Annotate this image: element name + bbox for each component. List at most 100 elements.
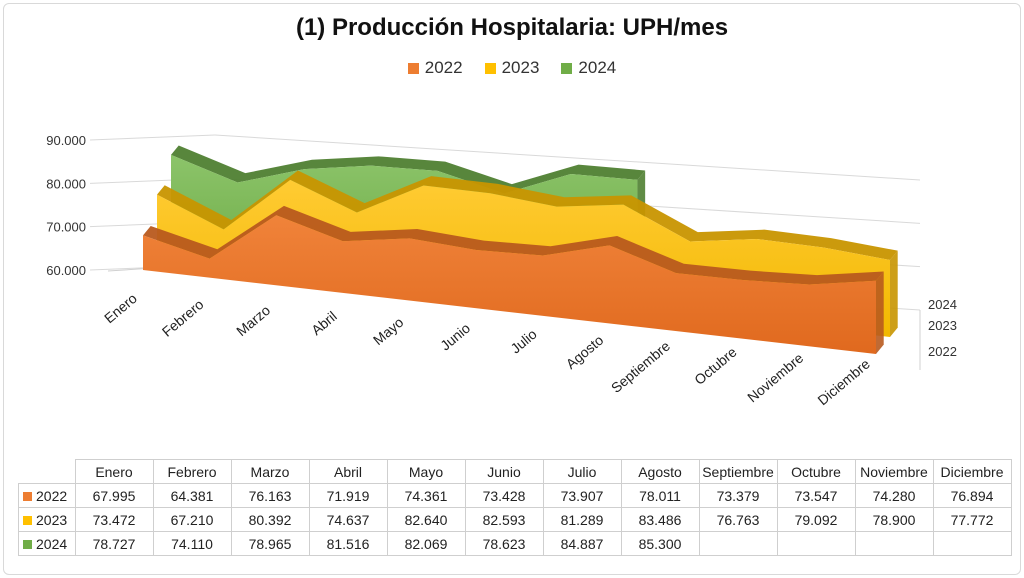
data-table-swatch (23, 515, 32, 525)
legend-item-2024: 2024 (561, 58, 616, 78)
data-table-cell: 82.640 (386, 507, 466, 532)
depth-tick-label: 2023 (928, 318, 957, 333)
y-tick-label: 60.000 (46, 263, 86, 278)
data-table-row: 2024 78.727 74.110 78.965 81.516 82.069 78.623… (18, 531, 1012, 556)
chart-frame (3, 3, 1021, 575)
data-table-cell (932, 531, 1012, 556)
data-table-cell: 78.011 (620, 483, 700, 508)
data-table-column-header: Diciembre (932, 459, 1012, 484)
x-tick-label: Diciembre (814, 355, 873, 408)
data-table-series-name: 2024 (36, 535, 68, 552)
x-tick-label: Junio (437, 320, 473, 354)
data-table-cell: 74.361 (386, 483, 466, 508)
data-table-cell: 67.995 (74, 483, 154, 508)
data-table-cell: 81.516 (308, 531, 388, 556)
y-tick-label: 80.000 (46, 176, 86, 191)
chart-legend: 2022 2023 2024 (0, 58, 1024, 78)
depth-tick-label: 2022 (928, 344, 957, 359)
series-2022-top (143, 205, 884, 285)
y-tick-label: 90.000 (46, 133, 86, 148)
legend-swatch-2022 (407, 62, 419, 74)
x-tick-label: Marzo (233, 302, 273, 339)
legend-item-2022: 2022 (407, 58, 463, 78)
data-table-cell: 76.163 (230, 483, 310, 508)
chart-title: (1) Producción Hospitalaria: UPH/mes (295, 14, 729, 41)
x-tick-label: Septiembre (608, 338, 673, 396)
y-axis-ticks: 60.000 70.000 80.000 90.000 (46, 133, 86, 278)
data-table-cell: 78.727 (74, 531, 154, 556)
gridline-back (214, 134, 921, 181)
data-table-cell: 83.486 (620, 507, 700, 532)
y-tick-label: 70.000 (46, 220, 86, 235)
data-table-cell (698, 531, 778, 556)
legend-item-2023: 2023 (484, 58, 539, 78)
data-table-cell: 76.763 (698, 507, 778, 532)
data-table: Enero Febrero Marzo Abril Mayo Junio Julio Agos… (18, 459, 1012, 556)
depth-tick-label: 2024 (928, 297, 957, 312)
data-table-cell: 79.092 (776, 507, 856, 532)
data-table-row-header: 2023 (18, 507, 76, 532)
data-table-cell: 71.919 (308, 483, 388, 508)
series-2023-endcap (890, 250, 898, 337)
data-table-column-header: Agosto (620, 459, 700, 484)
data-table-cell: 74.110 (152, 531, 232, 556)
data-table-cell: 73.907 (542, 483, 622, 508)
data-table-column-header: Enero (74, 459, 154, 484)
data-table-cell (854, 531, 934, 556)
chart-plot: 60.000 70.000 80.000 90.000 Enero Febrero Mar… (46, 133, 957, 408)
data-table-column-header: Abril (308, 459, 388, 484)
data-table-row-header: 2022 (18, 483, 76, 508)
data-table-corner (18, 459, 76, 484)
x-tick-label: Abril (308, 308, 340, 338)
data-table-column-header: Octubre (776, 459, 856, 484)
data-table-cell: 73.547 (776, 483, 856, 508)
legend-swatch-2024 (561, 62, 573, 74)
series-2023-top (157, 170, 898, 260)
data-table-row: 2022 67.995 64.381 76.163 71.919 74.361 73.428… (18, 483, 1012, 508)
x-tick-label: Febrero (159, 296, 207, 340)
x-tick-label: Noviembre (744, 349, 806, 405)
x-tick-label: Octubre (691, 344, 740, 388)
series-2024-top (171, 145, 646, 194)
data-table-cell: 76.894 (932, 483, 1012, 508)
data-table-swatch (23, 491, 32, 501)
data-table-cell: 74.637 (308, 507, 388, 532)
data-table-cell: 67.210 (152, 507, 232, 532)
data-table-cell: 73.379 (698, 483, 778, 508)
data-table-row: 2023 73.472 67.210 80.392 74.637 82.640 82.593… (18, 507, 1012, 532)
data-table-cell: 77.772 (932, 507, 1012, 532)
data-table-column-header: Mayo (386, 459, 466, 484)
data-table-cell: 82.593 (464, 507, 544, 532)
series-areas (143, 145, 898, 354)
legend-label-2024: 2024 (578, 58, 617, 77)
data-table-cell: 64.381 (152, 483, 232, 508)
data-table-cell: 73.428 (464, 483, 544, 508)
legend-label-2022: 2022 (424, 58, 463, 77)
x-tick-label: Julio (507, 326, 540, 357)
gridline-left (89, 134, 216, 141)
data-table-column-header: Febrero (152, 459, 232, 484)
data-table-body: 2022 67.995 64.381 76.163 71.919 74.361 73.428… (18, 483, 1012, 556)
data-table-header: Enero Febrero Marzo Abril Mayo Junio Julio Agos… (18, 459, 1012, 484)
legend-swatch-2023 (484, 62, 496, 74)
depth-axis-ticks: 2022 2023 2024 (928, 297, 957, 359)
data-table-series-name: 2022 (36, 487, 68, 504)
data-table-swatch (23, 539, 32, 549)
data-table-column-header: Julio (542, 459, 622, 484)
data-table-cell: 78.623 (464, 531, 544, 556)
data-table-column-header: Marzo (230, 459, 310, 484)
data-table-cell: 74.280 (854, 483, 934, 508)
data-table-cell: 82.069 (386, 531, 466, 556)
data-table-cell: 80.392 (230, 507, 310, 532)
data-table-cell: 85.300 (620, 531, 700, 556)
data-table-column-header: Septiembre (698, 459, 778, 484)
series-2022-endcap (876, 271, 884, 354)
data-table-cell: 78.965 (230, 531, 310, 556)
data-table-cell (776, 531, 856, 556)
data-table-cell: 78.900 (854, 507, 934, 532)
data-table-cell: 73.472 (74, 507, 154, 532)
data-table-cell: 81.289 (542, 507, 622, 532)
data-table-series-name: 2023 (36, 511, 68, 528)
data-table-cell: 84.887 (542, 531, 622, 556)
x-tick-label: Agosto (563, 332, 607, 372)
